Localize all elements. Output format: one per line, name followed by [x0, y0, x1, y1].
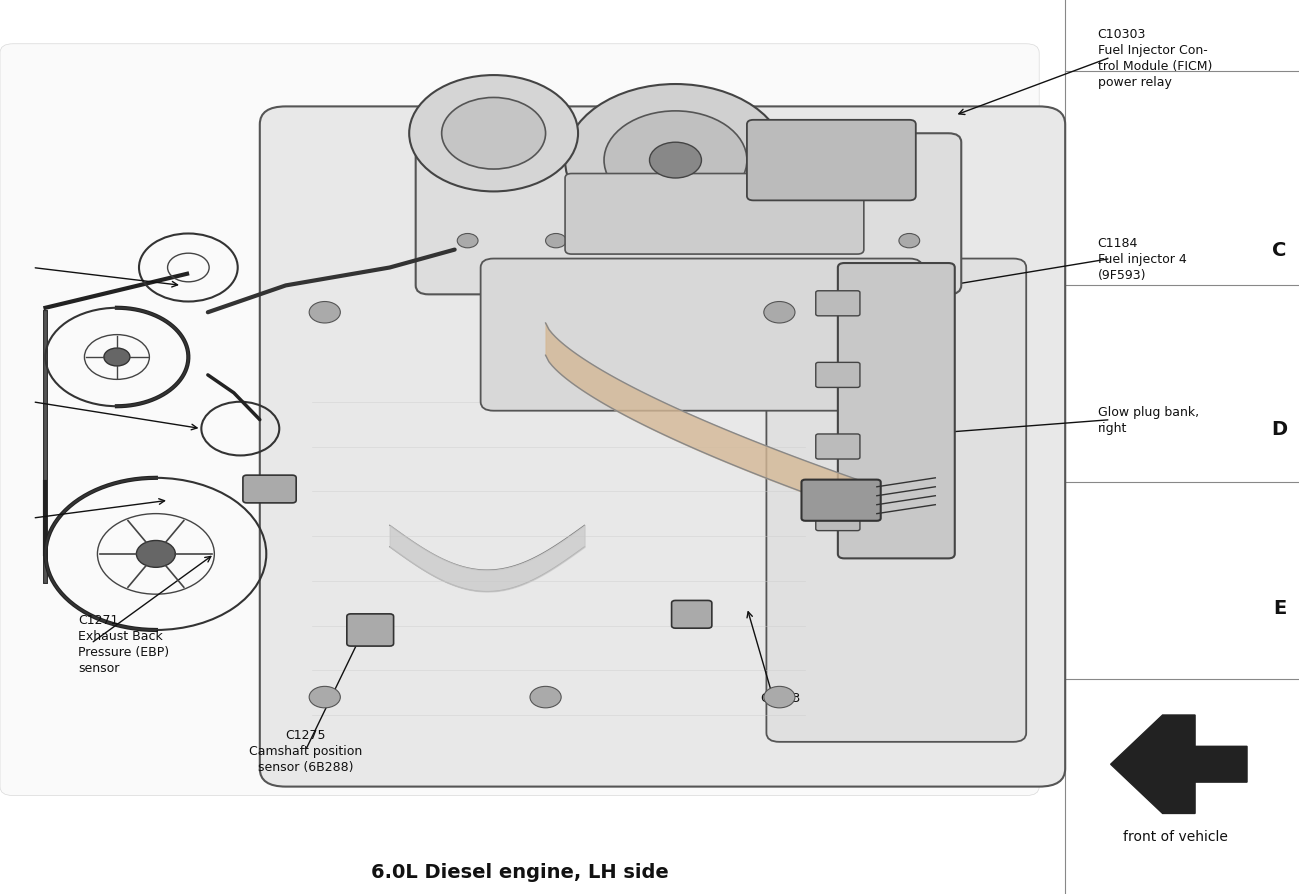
FancyBboxPatch shape [816, 363, 860, 388]
Text: C10303
Fuel Injector Con-
trol Module (FICM)
power relay: C10303 Fuel Injector Con- trol Module (F… [1098, 28, 1212, 89]
FancyBboxPatch shape [816, 434, 860, 460]
FancyBboxPatch shape [747, 121, 916, 201]
FancyBboxPatch shape [816, 291, 860, 316]
Circle shape [722, 234, 743, 249]
Circle shape [565, 85, 786, 237]
Circle shape [899, 234, 920, 249]
Circle shape [457, 234, 478, 249]
Circle shape [546, 234, 566, 249]
Text: front of vehicle: front of vehicle [1124, 829, 1228, 843]
Polygon shape [1111, 715, 1247, 814]
FancyBboxPatch shape [260, 107, 1065, 787]
FancyBboxPatch shape [672, 601, 712, 628]
Circle shape [442, 98, 546, 170]
Text: C1271
Exhaust Back
Pressure (EBP)
sensor: C1271 Exhaust Back Pressure (EBP) sensor [78, 613, 169, 674]
Circle shape [136, 541, 175, 568]
Text: C1184
Fuel injector 4
(9F593): C1184 Fuel injector 4 (9F593) [1098, 237, 1186, 282]
FancyBboxPatch shape [801, 480, 881, 521]
FancyBboxPatch shape [416, 134, 961, 295]
Text: E: E [1273, 598, 1286, 618]
Circle shape [309, 302, 340, 324]
Circle shape [764, 302, 795, 324]
FancyBboxPatch shape [243, 476, 296, 503]
Circle shape [811, 234, 831, 249]
FancyBboxPatch shape [838, 264, 955, 559]
Text: C1413: C1413 [760, 691, 800, 704]
Text: C1275
Camshaft position
sensor (6B288): C1275 Camshaft position sensor (6B288) [248, 729, 362, 773]
FancyBboxPatch shape [766, 259, 1026, 742]
Circle shape [650, 143, 701, 179]
Text: 6.0L Diesel engine, LH side: 6.0L Diesel engine, LH side [370, 862, 669, 881]
Text: Glow plug bank,
right: Glow plug bank, right [1098, 406, 1199, 434]
Circle shape [309, 687, 340, 708]
Circle shape [604, 112, 747, 210]
FancyBboxPatch shape [0, 45, 1039, 796]
Circle shape [634, 234, 655, 249]
FancyBboxPatch shape [481, 259, 922, 411]
Text: D: D [1272, 419, 1287, 439]
Circle shape [104, 349, 130, 367]
FancyBboxPatch shape [816, 506, 860, 531]
Circle shape [409, 76, 578, 192]
Circle shape [764, 687, 795, 708]
Text: C: C [1272, 240, 1287, 260]
Circle shape [530, 687, 561, 708]
FancyBboxPatch shape [565, 174, 864, 255]
FancyBboxPatch shape [347, 614, 394, 646]
